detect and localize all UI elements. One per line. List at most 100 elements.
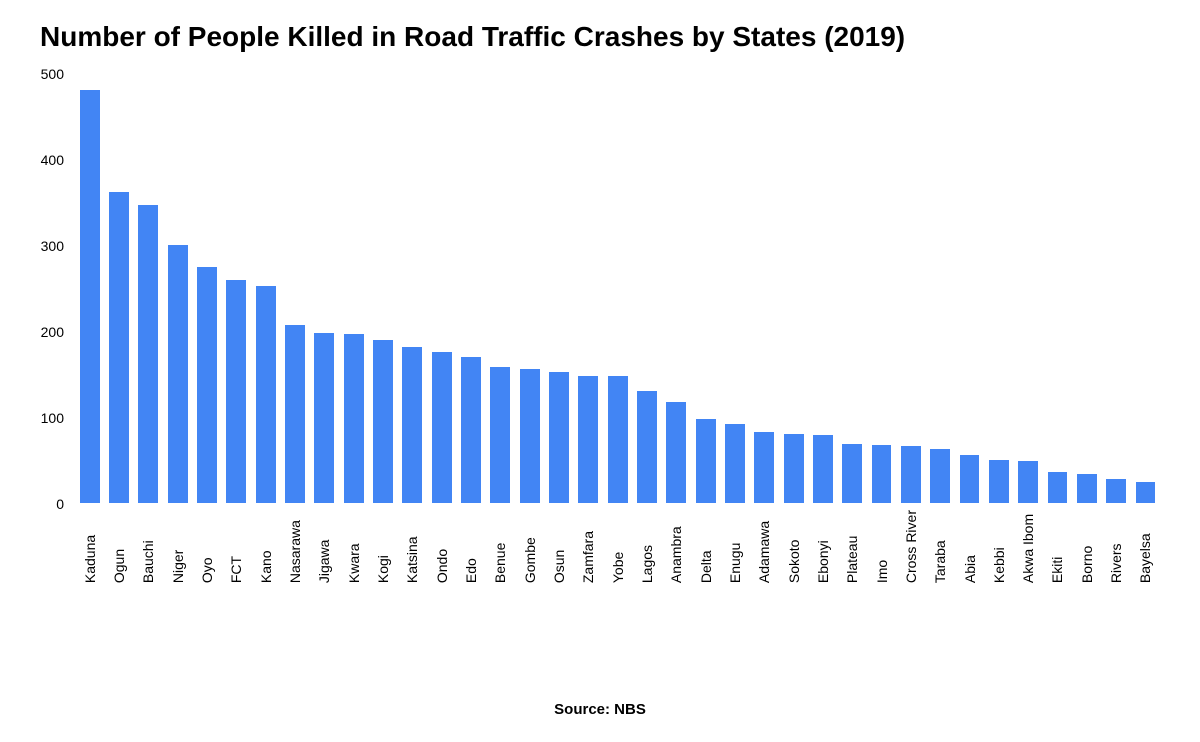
bar (637, 391, 657, 503)
x-label-slot: Oyo (192, 510, 221, 583)
x-tick-label: Abia (962, 510, 978, 583)
x-label-slot: Plateau (838, 510, 867, 583)
bar-slot (632, 74, 661, 503)
bar (314, 333, 334, 503)
x-label-slot: Kebbi (984, 510, 1013, 583)
bar (138, 205, 158, 503)
x-label-slot: Cross River (896, 510, 925, 583)
plot-area: 0100200300400500 KadunaOgunBauchiNigerOy… (70, 74, 1160, 504)
x-tick-label: Osun (551, 510, 567, 583)
x-tick-label: Nasarawa (287, 510, 303, 583)
y-tick-label: 500 (41, 66, 64, 82)
bar-slot (984, 74, 1013, 503)
x-tick-label: Edo (463, 510, 479, 583)
x-tick-label: Lagos (639, 510, 655, 583)
bar (930, 449, 950, 503)
x-axis-labels: KadunaOgunBauchiNigerOyoFCTKanoNasarawaJ… (75, 510, 1160, 583)
x-tick-label: Yobe (610, 510, 626, 583)
bar-slot (310, 74, 339, 503)
x-label-slot: Sokoto (779, 510, 808, 583)
x-label-slot: Kano (251, 510, 280, 583)
bar-slot (398, 74, 427, 503)
x-label-slot: Lagos (632, 510, 661, 583)
bar (696, 419, 716, 502)
x-label-slot: Enugu (720, 510, 749, 583)
x-tick-label: Oyo (199, 510, 215, 583)
bar-slot (339, 74, 368, 503)
x-label-slot: Imo (867, 510, 896, 583)
bar-slot (75, 74, 104, 503)
bar-slot (603, 74, 632, 503)
x-tick-label: Niger (170, 510, 186, 583)
chart-source: Source: NBS (0, 701, 1200, 718)
bar (549, 372, 569, 502)
bar-slot (163, 74, 192, 503)
y-tick-label: 300 (41, 238, 64, 254)
bar-slot (691, 74, 720, 503)
bar (578, 376, 598, 503)
bar (813, 435, 833, 503)
bar-slot (456, 74, 485, 503)
x-label-slot: Zamfara (574, 510, 603, 583)
bar (754, 432, 774, 502)
bar (1048, 472, 1068, 503)
bar-slot (368, 74, 397, 503)
bar (901, 446, 921, 503)
bar (520, 369, 540, 503)
bar (256, 286, 276, 502)
bar-slot (779, 74, 808, 503)
x-tick-label: Imo (874, 510, 890, 583)
x-tick-label: Jigawa (316, 510, 332, 583)
bar-slot (104, 74, 133, 503)
bars-region (75, 74, 1160, 504)
x-label-slot: Osun (544, 510, 573, 583)
x-tick-label: Sokoto (786, 510, 802, 583)
bar (1077, 474, 1097, 502)
x-label-slot: Edo (456, 510, 485, 583)
bar (784, 434, 804, 503)
x-label-slot: Taraba (926, 510, 955, 583)
bar (197, 267, 217, 503)
bar-slot (515, 74, 544, 503)
x-label-slot: Anambra (662, 510, 691, 583)
x-tick-label: Ebonyi (815, 510, 831, 583)
bar-slot (192, 74, 221, 503)
bar-slot (750, 74, 779, 503)
bar-slot (838, 74, 867, 503)
bar (490, 367, 510, 503)
x-label-slot: Nasarawa (280, 510, 309, 583)
x-tick-label: Anambra (668, 510, 684, 583)
x-label-slot: Bauchi (134, 510, 163, 583)
x-label-slot: Gombe (515, 510, 544, 583)
bar-slot (1101, 74, 1130, 503)
y-tick-label: 100 (41, 410, 64, 426)
x-label-slot: FCT (222, 510, 251, 583)
bar-slot (926, 74, 955, 503)
bar (666, 402, 686, 502)
x-label-slot: Ogun (104, 510, 133, 583)
bar-slot (222, 74, 251, 503)
x-label-slot: Jigawa (310, 510, 339, 583)
x-label-slot: Yobe (603, 510, 632, 583)
bar-slot (574, 74, 603, 503)
bar (1136, 482, 1156, 503)
bar (402, 347, 422, 502)
x-tick-label: Gombe (522, 510, 538, 583)
x-tick-label: Katsina (404, 510, 420, 583)
bar-slot (955, 74, 984, 503)
bar (608, 376, 628, 502)
y-tick-label: 200 (41, 324, 64, 340)
x-tick-label: Benue (492, 510, 508, 583)
x-tick-label: Borno (1079, 510, 1095, 583)
bar-slot (808, 74, 837, 503)
x-tick-label: Cross River (903, 510, 919, 583)
chart-title: Number of People Killed in Road Traffic … (40, 20, 1170, 54)
x-label-slot: Benue (486, 510, 515, 583)
bar-slot (486, 74, 515, 503)
x-label-slot: Ekiti (1043, 510, 1072, 583)
x-tick-label: FCT (228, 510, 244, 583)
bar-slot (662, 74, 691, 503)
bar (109, 192, 129, 503)
x-label-slot: Borno (1072, 510, 1101, 583)
y-tick-label: 0 (56, 496, 64, 512)
